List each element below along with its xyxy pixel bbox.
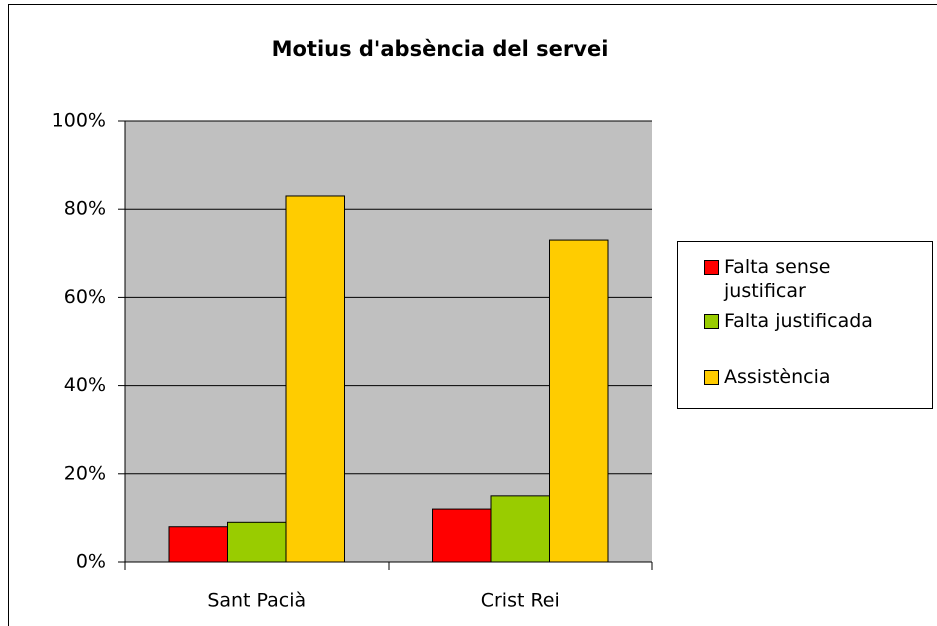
y-tick-label: 20% (64, 462, 106, 484)
y-tick-label: 0% (76, 551, 106, 573)
y-tick-label: 80% (64, 198, 106, 220)
legend-label: Falta sense justificar (724, 256, 831, 302)
legend-entry: Assistència (704, 365, 909, 389)
bar (168, 526, 228, 563)
legend-swatch (704, 314, 719, 329)
chart-title: Motius d'absència del servei (272, 37, 609, 61)
legend-swatch (704, 260, 719, 275)
bar (432, 508, 492, 563)
legend-label: Falta justificada (724, 310, 873, 332)
legend-entry: Falta justificada (704, 309, 909, 333)
legend-label: Assistència (724, 366, 831, 388)
legend-swatch (704, 370, 719, 385)
bar (227, 521, 287, 563)
legend: Falta sense justificar Falta justificada A… (677, 241, 933, 409)
bar (285, 195, 345, 563)
bar (549, 239, 609, 563)
y-tick-label: 60% (64, 286, 106, 308)
legend-entry: Falta sense justificar (704, 255, 909, 303)
x-tick-label: Sant Pacià (207, 590, 306, 612)
y-tick-label: 40% (64, 374, 106, 396)
y-tick-label: 100% (52, 110, 106, 132)
x-tick-label: Crist Rei (481, 590, 560, 612)
bar (490, 495, 550, 563)
